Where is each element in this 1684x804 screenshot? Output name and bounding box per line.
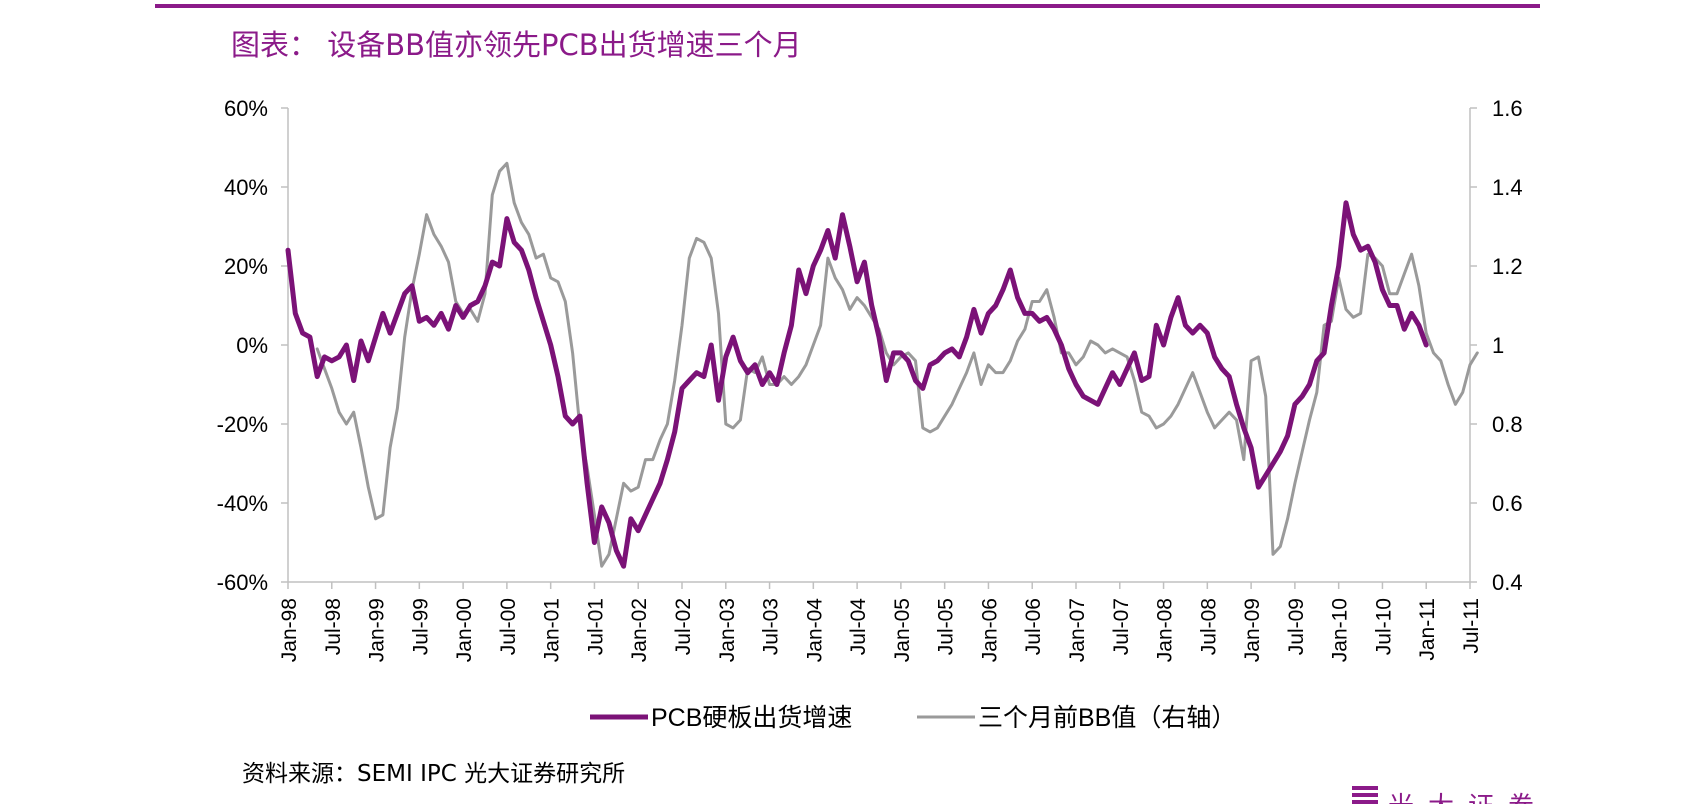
y-right-tick-label: 0.8 <box>1492 412 1523 437</box>
x-tick-label: Jul-03 <box>760 598 783 655</box>
top-rule <box>155 4 1540 8</box>
y-right-tick-label: 1.6 <box>1492 96 1523 121</box>
series-line-bb <box>315 161 1479 568</box>
x-tick-label: Jan-99 <box>366 598 389 662</box>
chart-title: 图表： 设备BB值亦领先PCB出货增速三个月 <box>231 28 802 62</box>
x-tick-label: Jan-10 <box>1329 598 1352 662</box>
chart-axes: 60% 40% 20% 0% -20% -40% -60% 1.6 1.4 1.2 1 0.8 0.6 0… <box>217 96 1523 662</box>
y-right-tick-label: 0.4 <box>1492 570 1523 595</box>
y-left-tick-label: 0% <box>236 333 268 358</box>
series-layer <box>285 161 1479 569</box>
x-tick-label: Jul-02 <box>672 598 695 655</box>
y-left-tick-label: -60% <box>217 570 268 595</box>
x-tick-label: Jul-10 <box>1372 598 1395 655</box>
x-tick-label: Jul-98 <box>322 598 345 655</box>
x-tick-label: Jul-08 <box>1197 598 1220 655</box>
x-tick-label: Jul-00 <box>497 598 520 655</box>
x-tick-label: Jul-01 <box>584 598 607 655</box>
x-tick-label: Jul-99 <box>409 598 432 655</box>
x-tick-label: Jan-07 <box>1066 598 1089 662</box>
x-tick-label: Jul-06 <box>1022 598 1045 655</box>
legend-label-bb: 三个月前BB值（右轴） <box>978 704 1236 732</box>
x-tick-label: Jul-09 <box>1285 598 1308 655</box>
x-tick-label: Jan-11 <box>1416 598 1439 661</box>
footer-logo: 光大证券 <box>1352 786 1548 804</box>
x-tick-label: Jul-04 <box>847 598 870 656</box>
x-tick-label: Jan-02 <box>628 598 651 662</box>
source-note: 资料来源：SEMI IPC 光大证券研究所 <box>242 761 626 787</box>
legend: PCB硬板出货增速 三个月前BB值（右轴） <box>590 704 1236 732</box>
x-tick-label: Jul-11 <box>1460 598 1483 654</box>
logo-mark-icon <box>1352 786 1378 804</box>
y-left-tick-label: -20% <box>217 412 268 437</box>
y-left-tick-label: -40% <box>217 491 268 516</box>
x-tick-label: Jan-03 <box>716 598 739 662</box>
series-line-pcb <box>285 200 1429 569</box>
x-tick-label: Jan-06 <box>978 598 1001 662</box>
x-tick-label: Jul-07 <box>1110 598 1133 655</box>
x-tick-label: Jul-05 <box>935 598 958 655</box>
y-left-tick-label: 60% <box>224 96 268 121</box>
y-right-tick-label: 1 <box>1492 333 1504 358</box>
y-left-tick-label: 20% <box>224 254 268 279</box>
y-left-tick-label: 40% <box>224 175 268 200</box>
y-right-tick-label: 1.4 <box>1492 175 1523 200</box>
x-tick-label: Jan-08 <box>1154 598 1177 662</box>
legend-label-pcb: PCB硬板出货增速 <box>651 704 852 732</box>
logo-text: 光大证券 <box>1388 786 1548 804</box>
y-right-tick-label: 1.2 <box>1492 254 1523 279</box>
x-tick-label: Jan-09 <box>1241 598 1264 662</box>
x-tick-label: Jan-04 <box>803 598 826 663</box>
x-tick-label: Jan-00 <box>453 598 476 662</box>
x-tick-label: Jan-98 <box>278 598 301 662</box>
y-right-tick-label: 0.6 <box>1492 491 1523 516</box>
x-tick-label: Jan-05 <box>891 598 914 662</box>
x-tick-label: Jan-01 <box>541 598 564 662</box>
